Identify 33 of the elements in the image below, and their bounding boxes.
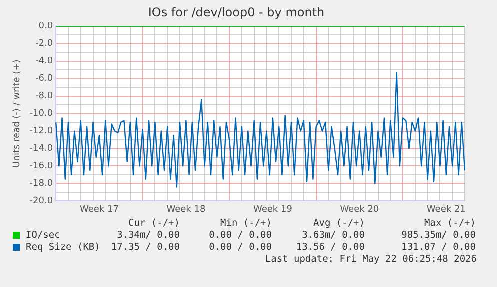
y-tick-label: 0.0 xyxy=(38,22,54,32)
text: 3.63m/ 0.00 xyxy=(302,230,365,241)
text: Last update: Fri May 22 06:25:48 2026 xyxy=(265,254,477,266)
text: 17.35 / 0.00 xyxy=(111,242,180,253)
x-tick-label: Week 21 xyxy=(426,204,466,215)
text: 131.07 / 0.00 xyxy=(402,242,476,253)
y-tick-label: -16.0 xyxy=(30,162,54,172)
text: 985.35m/ 0.00 xyxy=(402,230,476,241)
y-tick-label: -12.0 xyxy=(30,126,54,137)
text: Max (-/+) xyxy=(424,218,476,229)
y-axis-title: Units read (-) / write (+) xyxy=(12,60,23,168)
text: Avg (-/+) xyxy=(314,218,365,229)
y-tick-label: -14.0 xyxy=(30,144,54,154)
y-tick-label: -20.0 xyxy=(30,196,54,207)
y-tick-label: -18.0 xyxy=(30,179,54,190)
y-tick-label: -10.0 xyxy=(30,109,54,120)
text: 13.56 / 0.00 xyxy=(296,242,365,253)
y-tick-label: -4.0 xyxy=(36,56,54,67)
x-tick-label: Week 18 xyxy=(166,204,206,215)
text: 0.00 / 0.00 xyxy=(209,230,272,241)
legend-label: IO/sec xyxy=(26,230,60,241)
x-tick-label: Week 20 xyxy=(340,204,380,215)
text: Min (-/+) xyxy=(220,218,272,229)
legend-label: Req Size (KB) xyxy=(26,242,100,253)
text: 0.00 / 0.00 xyxy=(209,242,272,253)
x-tick-label: Week 17 xyxy=(80,204,119,215)
y-tick-label: -6.0 xyxy=(36,74,54,84)
text: 3.34m/ 0.00 xyxy=(117,230,180,241)
text: Cur (-/+) xyxy=(128,218,180,229)
y-tick-label: -2.0 xyxy=(36,39,54,50)
chart-title: IOs for /dev/loop0 - by month xyxy=(148,5,325,20)
y-tick-label: -8.0 xyxy=(36,92,54,102)
x-tick-label: Week 19 xyxy=(253,204,293,215)
